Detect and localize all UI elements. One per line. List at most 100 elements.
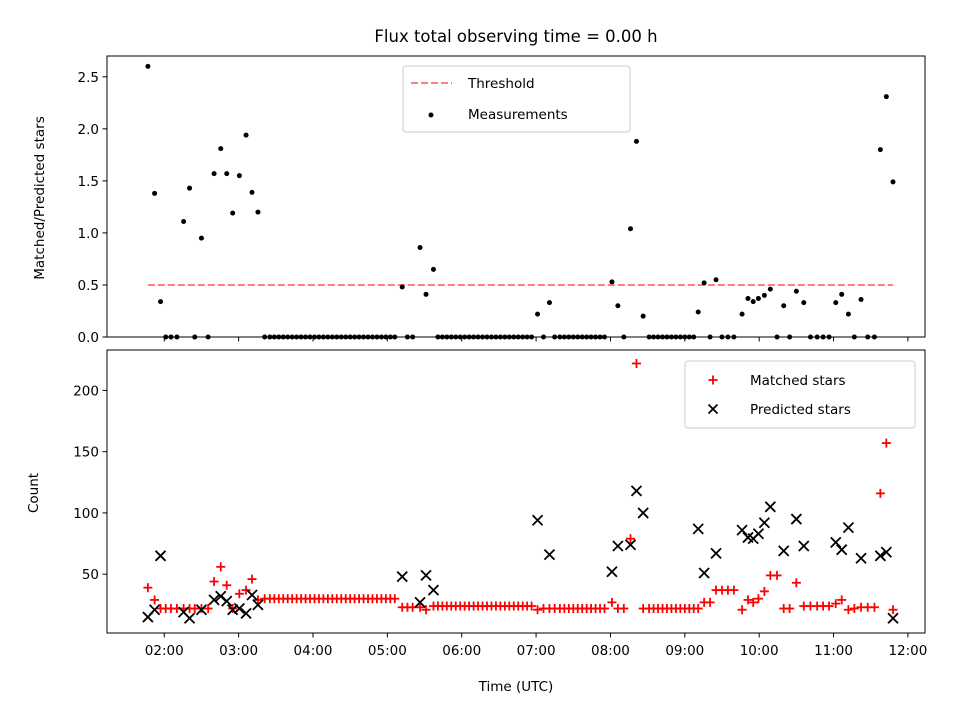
x-tick-label: 11:00 [814, 643, 853, 659]
matched-stars-point [150, 595, 160, 605]
matched-stars-point [209, 577, 219, 587]
top-legend-box [402, 65, 631, 133]
x-tick-label: 09:00 [665, 643, 704, 659]
threshold-legend-label: Threshold [467, 76, 535, 92]
measurement-point [230, 210, 236, 216]
matched-stars-point [849, 603, 859, 613]
predicted-stars-point [414, 596, 426, 609]
matched-stars-point [837, 595, 847, 605]
predicted-stars-point [855, 552, 867, 564]
predicted-stars-point [752, 528, 765, 540]
measurement-point [399, 284, 405, 290]
measurement-point [236, 173, 242, 179]
predicted-stars-point [531, 514, 544, 526]
predicted-stars-point [764, 501, 776, 513]
predicted-stars-point [240, 607, 252, 620]
measurement-point [858, 297, 864, 303]
matched-stars-point [705, 597, 715, 607]
predicted-stars-point [736, 524, 748, 536]
x-tick-label: 03:00 [219, 643, 258, 659]
measurement-point [152, 190, 158, 196]
measurement-point [255, 209, 261, 215]
bottom-legend-box [684, 360, 916, 429]
matched-stars-point [843, 605, 853, 615]
y-tick-label: 2.0 [78, 122, 99, 138]
matched-stars-point [875, 488, 885, 498]
x-tick-label: 08:00 [591, 643, 630, 659]
measurement-point [745, 295, 751, 301]
matched-stars-point [791, 578, 801, 588]
predicted-stars-point [710, 547, 722, 560]
matched-stars-point [881, 438, 891, 448]
predicted-stars-point [790, 513, 802, 525]
measurement-point [801, 300, 807, 306]
predicted-stars-point [246, 589, 258, 601]
y-tick-label: 100 [73, 506, 99, 522]
predicted-legend-label: Predicted stars [750, 402, 851, 418]
predicted-stars-point [630, 485, 643, 497]
bottom-legend: Matched stars Predicted stars [684, 360, 916, 429]
measurement-point [839, 291, 845, 297]
matched-stars-point [234, 589, 244, 599]
measurement-point [701, 280, 707, 286]
predicted-stars-point [874, 550, 887, 562]
y-tick-label: 1.0 [78, 226, 99, 242]
measurement-point [430, 266, 436, 272]
matched-stars-point [247, 574, 257, 584]
predicted-stars-point [427, 584, 440, 596]
matched-stars-point [241, 585, 251, 595]
top-panel-frame [106, 55, 926, 338]
predicted-stars-point [612, 540, 624, 552]
matched-stars-point [415, 602, 425, 612]
measurement-point [423, 291, 429, 297]
x-tick-label: 06:00 [442, 643, 481, 659]
top-legend: Threshold Measurements [402, 65, 631, 133]
matched-stars-point [222, 580, 232, 590]
matched-stars-point [831, 599, 841, 609]
matched-stars-point [869, 602, 879, 612]
predicted-stars-point [698, 567, 710, 579]
measurement-point [546, 300, 552, 306]
matched-stars-point [729, 585, 739, 595]
bottom-panel-ylabel: Count [26, 473, 42, 513]
predicted-stars-point [221, 595, 233, 607]
measurement-point [211, 171, 217, 177]
measurements-legend-label: Measurements [468, 107, 568, 123]
predicted-stars-point [543, 548, 556, 561]
x-tick-label: 10:00 [740, 643, 779, 659]
matched-stars-point [390, 594, 400, 604]
measurement-point [755, 295, 761, 301]
predicted-stars-point [195, 604, 208, 616]
measurement-point [417, 244, 423, 250]
top-panel-ratio: 0.0 0.5 1.0 1.5 2.0 2.5 Matched/Predicted sta… [32, 55, 926, 346]
predicted-stars-point [758, 517, 771, 529]
x-tick-label: 05:00 [368, 643, 407, 659]
predicted-stars-point [887, 612, 899, 624]
measurement-point [793, 288, 799, 294]
x-tick-label: 07:00 [517, 643, 556, 659]
measurement-point [877, 147, 883, 153]
matched-legend-label: Matched stars [750, 373, 846, 389]
matched-stars-point [753, 594, 763, 604]
matched-stars-point [759, 586, 769, 596]
matched-stars-point [527, 601, 537, 611]
matched-stars-point [253, 595, 263, 605]
matched-stars-point [143, 583, 153, 593]
predicted-stars-point [836, 544, 848, 556]
measurement-point [833, 300, 839, 306]
measurement-point [609, 279, 615, 285]
matched-stars-point [533, 605, 543, 615]
predicted-stars-point [830, 536, 842, 548]
measurement-point [181, 218, 187, 224]
matched-stars-point [737, 605, 747, 615]
predicted-stars-point [842, 522, 855, 534]
measurement-point [713, 277, 719, 283]
matched-stars-point [421, 605, 431, 615]
measurement-point [695, 309, 701, 315]
predicted-stars-point [798, 540, 810, 552]
measurement-point [218, 146, 224, 152]
measurement-point [883, 94, 889, 100]
x-tick-label: 02:00 [145, 643, 184, 659]
bottom-panel-counts: 02:00 03:00 04:00 05:00 06:00 07:00 08:00 09:00… [26, 349, 927, 695]
